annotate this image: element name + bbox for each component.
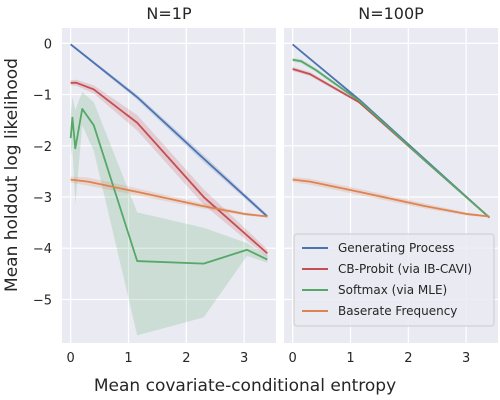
line-cb-probit-via-ib-cavi: [70, 81, 268, 255]
x-axis-label: Mean covariate-conditional entropy: [94, 376, 396, 396]
y-tick-label: −3: [33, 191, 52, 206]
series-lines: [69, 43, 268, 265]
legend-label-baserate-frequency: Baserate Frequency: [338, 304, 457, 318]
x-tick-label: 1: [124, 351, 132, 366]
band-baserate-frequency: [292, 177, 490, 218]
band-generating-process: [70, 43, 268, 219]
x-tick-label: 2: [404, 351, 412, 366]
y-tick-label: 0: [44, 37, 52, 52]
panel-title: N=100P: [358, 4, 424, 23]
x-tick-label: 3: [240, 351, 248, 366]
panel-n1p: N=1P: [62, 4, 276, 343]
y-tick-label: −4: [33, 242, 52, 257]
legend-label-cb-probit-via-ib-cavi: CB-Probit (via IB-CAVI): [338, 262, 472, 276]
x-tick-label: 3: [462, 351, 470, 366]
y-tick-label: −5: [33, 293, 52, 308]
panel-title: N=1P: [146, 4, 192, 23]
line-baserate-frequency: [70, 178, 268, 218]
x-tick-label: 0: [289, 351, 297, 366]
legend-label-softmax-via-mle: Softmax (via MLE): [338, 283, 447, 297]
confidence-bands: [70, 43, 268, 336]
legend-items: Generating Process CB-Probit (via IB-CAVI…: [302, 241, 472, 318]
panel-background: [62, 28, 276, 343]
line-softmax-via-mle: [292, 58, 490, 219]
x-tick-label: 0: [67, 351, 75, 366]
band-softmax-via-mle: [70, 92, 268, 336]
y-tick-label: −2: [33, 140, 52, 155]
y-tick-label: −1: [33, 89, 52, 104]
legend: Generating Process CB-Probit (via IB-CAVI…: [293, 233, 495, 327]
line-softmax-via-mle: [69, 108, 268, 265]
band-baserate-frequency: [70, 176, 268, 218]
x-tick-label: 1: [346, 351, 354, 366]
x-tick-label: 2: [182, 351, 190, 366]
line-generating-process: [70, 43, 268, 218]
y-axis-label: Mean holdout log likelihood: [2, 58, 22, 292]
band-cb-probit-via-ib-cavi: [70, 79, 268, 258]
legend-label-generating-process: Generating Process: [338, 241, 455, 255]
legend-box: [293, 233, 495, 327]
series-lines: [292, 43, 490, 219]
y-tick-labels: 0 −1 −2 −3 −4 −5: [33, 37, 52, 308]
x-tick-labels: 0 1 2 3 0 1 2 3: [67, 351, 471, 366]
line-baserate-frequency: [292, 178, 490, 218]
grid-lines: [62, 28, 276, 343]
